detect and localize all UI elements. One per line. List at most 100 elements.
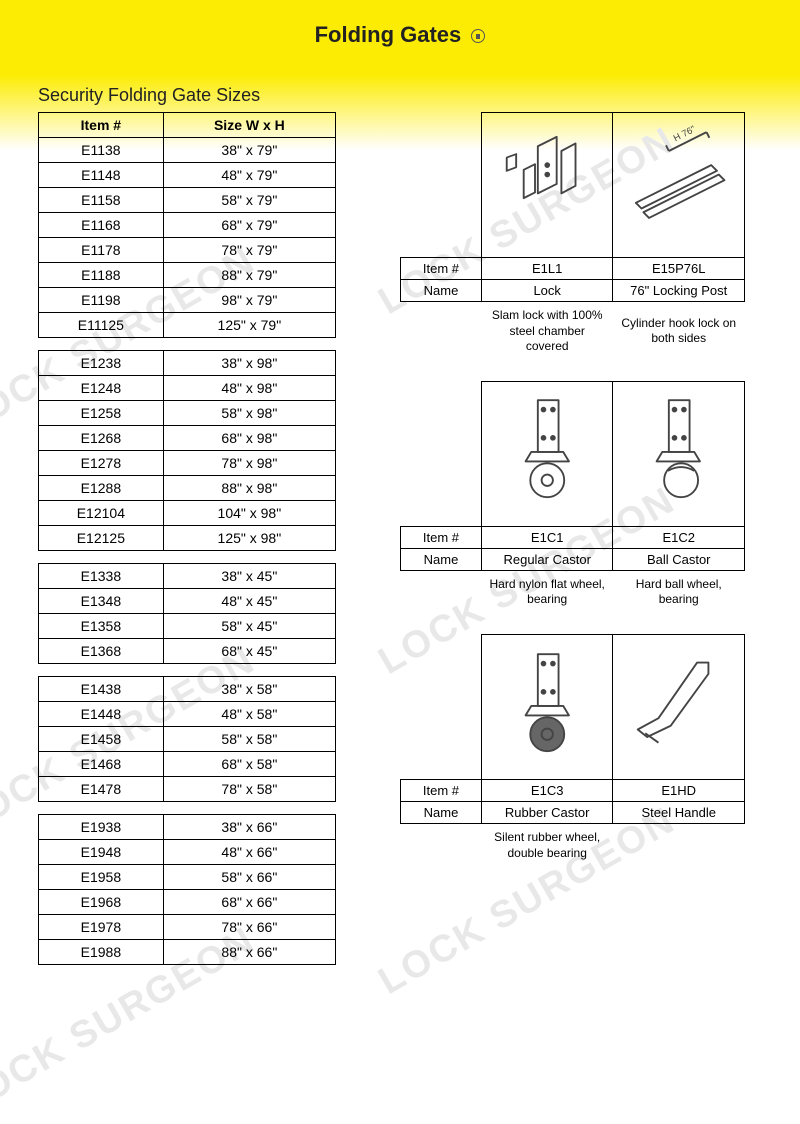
label-item: Item #: [401, 779, 482, 801]
cell-size: 38" x 66": [163, 815, 335, 840]
cell-name: Regular Castor: [481, 548, 613, 570]
cell-item: E1188: [39, 263, 164, 288]
table-row: E115858" x 79": [39, 188, 336, 213]
cell-item: E1278: [39, 451, 164, 476]
cell-size: 125" x 98": [163, 526, 335, 551]
cell-item: E11125: [39, 313, 164, 338]
cell-size: 48" x 58": [163, 702, 335, 727]
svg-text:H 76": H 76": [672, 123, 698, 143]
product-illustration: [481, 634, 613, 779]
cell-item: E1178: [39, 238, 164, 263]
product-blocks: H 76" Item #E1L1E15P76LNameLock76" Locki…: [400, 112, 745, 887]
cell-item: E1478: [39, 777, 164, 802]
table-row: E196868" x 66": [39, 890, 336, 915]
table-row: E124848" x 98": [39, 376, 336, 401]
gate-table: E193838" x 66"E194848" x 66"E195858" x 6…: [38, 814, 336, 965]
col-header-size: Size W x H: [163, 113, 335, 138]
cell-item: E1358: [39, 614, 164, 639]
cell-size: 48" x 45": [163, 589, 335, 614]
spacer-cell: [401, 381, 482, 526]
subtitle: Security Folding Gate Sizes: [38, 85, 260, 106]
table-row: E134848" x 45": [39, 589, 336, 614]
label-name: Name: [401, 548, 482, 570]
cell-item: E1158: [39, 188, 164, 213]
cell-size: 38" x 45": [163, 564, 335, 589]
cell-item: E1338: [39, 564, 164, 589]
label-name: Name: [401, 280, 482, 302]
cell-item: E1C2: [613, 526, 745, 548]
cell-item: E15P76L: [613, 258, 745, 280]
spacer-cell: [401, 823, 482, 867]
cell-size: 68" x 45": [163, 639, 335, 664]
cell-item: E1458: [39, 727, 164, 752]
cell-size: 68" x 66": [163, 890, 335, 915]
table-row: E135858" x 45": [39, 614, 336, 639]
table-row: E127878" x 98": [39, 451, 336, 476]
cell-item: E1148: [39, 163, 164, 188]
table-row: E128888" x 98": [39, 476, 336, 501]
cell-item: E12104: [39, 501, 164, 526]
cell-size: 88" x 79": [163, 263, 335, 288]
cell-size: 68" x 58": [163, 752, 335, 777]
spacer-cell: [401, 634, 482, 779]
table-row: E147878" x 58": [39, 777, 336, 802]
cell-item: E1C1: [481, 526, 613, 548]
cell-name: Ball Castor: [613, 548, 745, 570]
gate-size-tables: Item #Size W x HE113838" x 79"E114848" x…: [38, 112, 336, 977]
cell-item: E1968: [39, 890, 164, 915]
table-row: E12125125" x 98": [39, 526, 336, 551]
cell-size: 48" x 66": [163, 840, 335, 865]
table-row: E133838" x 45": [39, 564, 336, 589]
table-row: E123838" x 98": [39, 351, 336, 376]
product-illustration: H 76": [613, 113, 745, 258]
gate-table: E123838" x 98"E124848" x 98"E125858" x 9…: [38, 350, 336, 551]
cell-size: 98" x 79": [163, 288, 335, 313]
spacer-cell: [401, 302, 482, 361]
cell-desc: Hard ball wheel, bearing: [613, 570, 745, 614]
cell-item: E1258: [39, 401, 164, 426]
table-row: E116868" x 79": [39, 213, 336, 238]
product-illustration: [481, 113, 613, 258]
cell-size: 58" x 66": [163, 865, 335, 890]
cell-name: Lock: [481, 280, 613, 302]
label-item: Item #: [401, 526, 482, 548]
cell-size: 48" x 79": [163, 163, 335, 188]
table-row: E118888" x 79": [39, 263, 336, 288]
cell-item: E1438: [39, 677, 164, 702]
table-row: E12104104" x 98": [39, 501, 336, 526]
table-row: E198888" x 66": [39, 940, 336, 965]
gate-table: E133838" x 45"E134848" x 45"E135858" x 4…: [38, 563, 336, 664]
cell-item: E1198: [39, 288, 164, 313]
cell-item: E1268: [39, 426, 164, 451]
cell-desc: Hard nylon flat wheel, bearing: [481, 570, 613, 614]
cell-item: E1978: [39, 915, 164, 940]
cell-size: 125" x 79": [163, 313, 335, 338]
cell-item: E1958: [39, 865, 164, 890]
cell-size: 78" x 98": [163, 451, 335, 476]
lock-icon: [471, 29, 485, 43]
cell-item: E1248: [39, 376, 164, 401]
product-block: Item #E1C3E1HDNameRubber CastorSteel Han…: [400, 634, 745, 867]
spacer-cell: [401, 113, 482, 258]
product-block: Item #E1C1E1C2 NameRegular CastorBall Cas…: [400, 381, 745, 614]
table-row: E117878" x 79": [39, 238, 336, 263]
cell-size: 58" x 58": [163, 727, 335, 752]
table-row: E126868" x 98": [39, 426, 336, 451]
cell-item: E12125: [39, 526, 164, 551]
spacer-cell: [401, 570, 482, 614]
cell-size: 68" x 98": [163, 426, 335, 451]
table-row: E193838" x 66": [39, 815, 336, 840]
cell-name: Rubber Castor: [481, 801, 613, 823]
cell-item: E1988: [39, 940, 164, 965]
cell-desc: Cylinder hook lock on both sides: [613, 302, 745, 361]
cell-size: 78" x 79": [163, 238, 335, 263]
table-row: E195858" x 66": [39, 865, 336, 890]
cell-item: E1238: [39, 351, 164, 376]
cell-size: 78" x 66": [163, 915, 335, 940]
cell-desc: Slam lock with 100% steel chamber covere…: [481, 302, 613, 361]
cell-item: E1L1: [481, 258, 613, 280]
cell-item: E1138: [39, 138, 164, 163]
cell-size: 38" x 98": [163, 351, 335, 376]
cell-size: 58" x 45": [163, 614, 335, 639]
table-row: E136868" x 45": [39, 639, 336, 664]
